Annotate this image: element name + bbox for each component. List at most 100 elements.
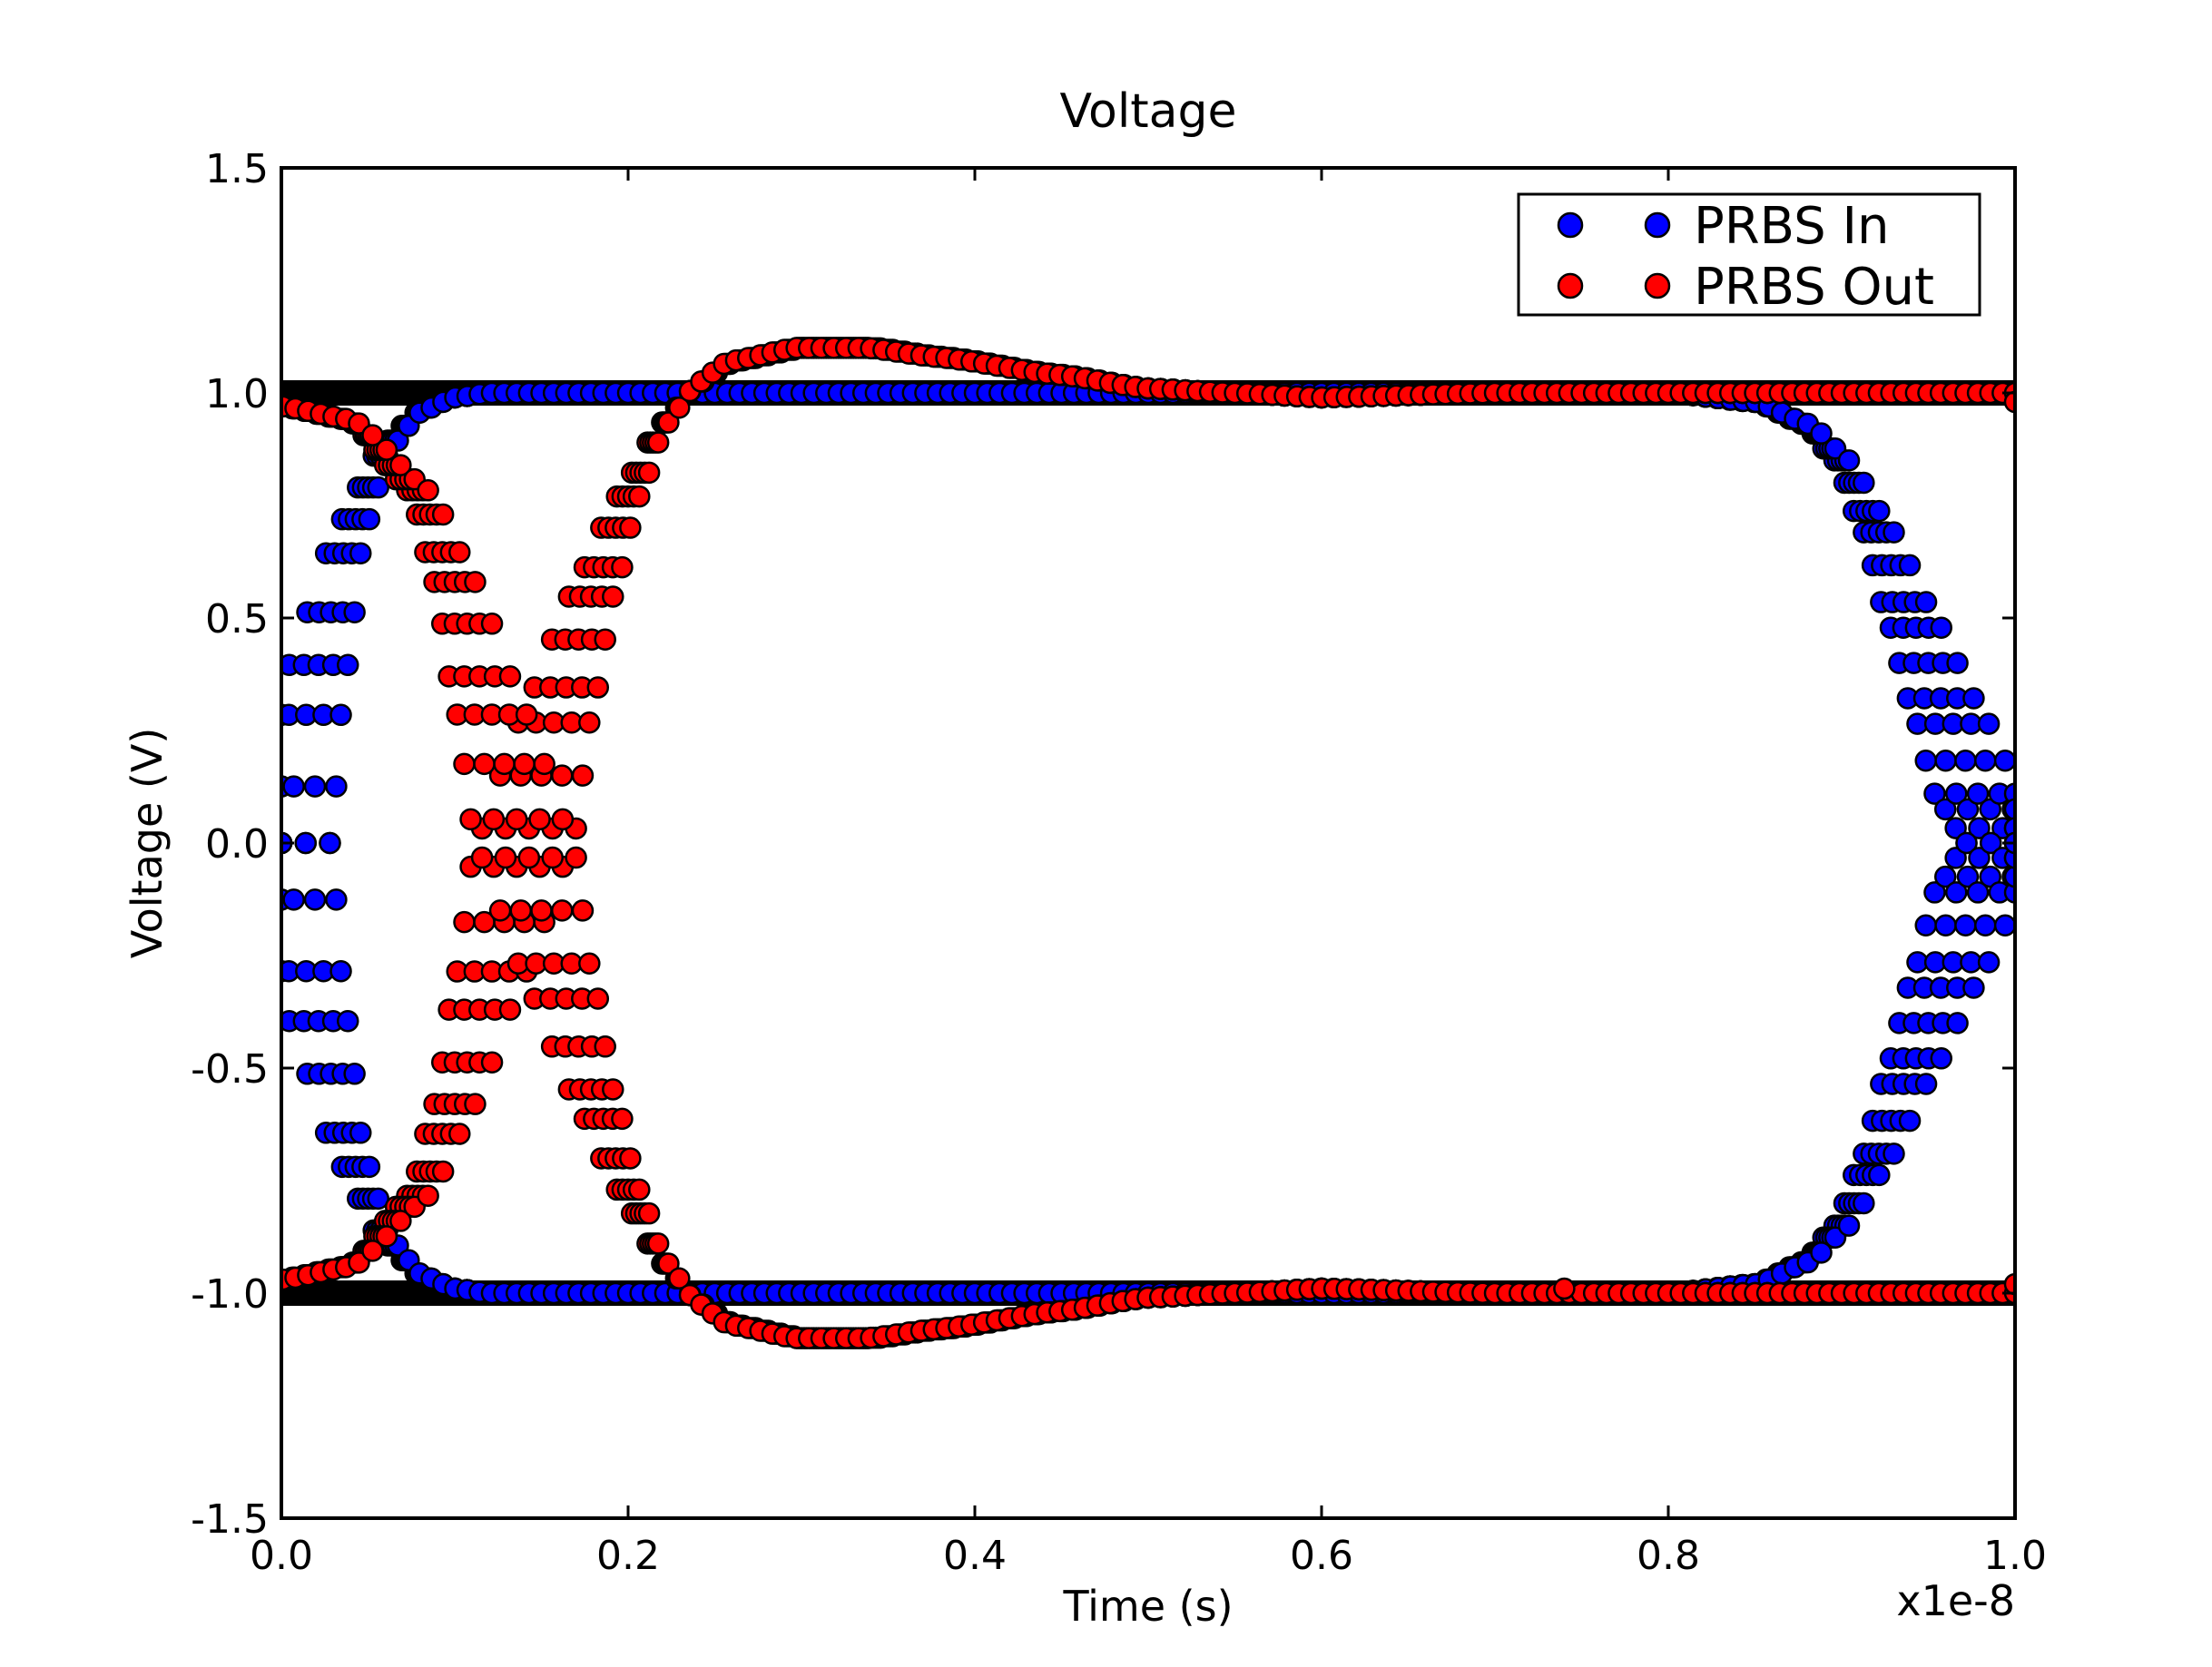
data-point (1914, 591, 1938, 613)
data-point (1868, 499, 1891, 523)
y-tick-label: 0.5 (205, 596, 269, 642)
data-point (619, 1147, 642, 1170)
data-point (668, 1267, 691, 1290)
data-point (482, 808, 506, 831)
data-point (1956, 798, 1980, 821)
data-point (2003, 390, 2015, 414)
data-point (1962, 976, 1985, 999)
data-point (498, 998, 522, 1021)
data-point (657, 1252, 680, 1275)
legend-marker (1557, 211, 1584, 239)
x-tick-label: 0.0 (250, 1533, 313, 1579)
data-point (1914, 914, 1937, 936)
data-marks (281, 337, 2015, 1349)
data-point (1898, 554, 1922, 577)
data-point (389, 1210, 412, 1232)
data-point (1930, 616, 1953, 639)
data-point (1810, 422, 1833, 445)
data-point (282, 888, 305, 911)
data-point (541, 846, 564, 869)
data-point (637, 461, 661, 485)
data-point (1993, 914, 2015, 936)
legend-box (1517, 192, 1981, 317)
data-point (578, 952, 601, 975)
data-point (505, 808, 528, 831)
data-point (578, 711, 601, 734)
data-point (367, 476, 389, 499)
legend-marker (1557, 272, 1584, 299)
data-point (1955, 831, 1978, 855)
data-point (417, 479, 439, 502)
data-point (480, 1051, 504, 1074)
data-point (1946, 652, 1969, 674)
y-tick-label: -1.5 (191, 1496, 269, 1543)
data-point (1993, 750, 2015, 772)
data-point (1933, 798, 1957, 821)
data-point (1553, 1277, 1576, 1300)
data-point (513, 752, 536, 776)
legend-label: PRBS In (1694, 197, 1889, 256)
data-point (1810, 1241, 1833, 1264)
data-point (646, 1232, 670, 1255)
data-point (349, 542, 372, 564)
x-tick-label: 0.4 (943, 1533, 1007, 1579)
data-point (637, 1201, 661, 1225)
data-point (349, 1122, 372, 1144)
data-point (1837, 1214, 1861, 1237)
data-point (602, 585, 624, 608)
data-point (628, 485, 651, 508)
data-point (1946, 1012, 1969, 1035)
data-point (361, 1240, 384, 1262)
data-point (464, 571, 487, 593)
data-point (586, 676, 610, 699)
data-point (565, 846, 587, 869)
data-point (1934, 750, 1957, 772)
data-point (448, 541, 471, 564)
legend-label: PRBS Out (1694, 258, 1934, 317)
y-tick-label: 0.0 (205, 821, 269, 868)
data-point (1968, 847, 1991, 869)
data-point (1883, 521, 1905, 544)
data-point (1977, 951, 2001, 974)
data-point (1968, 817, 1991, 839)
data-point (594, 628, 616, 651)
data-point (571, 899, 595, 922)
x-tick-label: 0.6 (1290, 1533, 1353, 1579)
data-point (389, 454, 412, 476)
data-point (533, 752, 555, 776)
data-point (517, 846, 541, 869)
data-point (515, 703, 538, 726)
x-tick-label: 0.8 (1637, 1533, 1700, 1579)
data-point (470, 846, 494, 869)
data-point (361, 424, 384, 446)
data-point (282, 775, 305, 798)
data-point (2003, 798, 2015, 821)
data-point (528, 808, 551, 831)
data-point (611, 555, 634, 579)
x-tick-label: 0.2 (596, 1533, 660, 1579)
data-point (646, 431, 670, 454)
data-point (1914, 750, 1937, 772)
data-point (1945, 881, 1968, 904)
data-point (571, 764, 595, 787)
x-offset-label: x1e-8 (1896, 1576, 2015, 1625)
data-point (329, 959, 352, 983)
data-point (1914, 1073, 1938, 1095)
data-point (611, 1107, 634, 1131)
data-point (530, 899, 553, 922)
data-point (2003, 865, 2015, 888)
data-point (668, 396, 691, 419)
legend-marker (1644, 272, 1671, 299)
data-point (303, 775, 327, 798)
x-tick-label: 1.0 (1983, 1533, 2047, 1579)
data-point (1934, 914, 1957, 936)
data-point (1898, 1109, 1922, 1133)
data-point (619, 516, 642, 539)
data-point (1980, 831, 2002, 855)
data-point (2003, 1272, 2015, 1296)
data-point (1954, 914, 1977, 936)
data-point (1933, 865, 1957, 888)
data-point (431, 503, 455, 526)
